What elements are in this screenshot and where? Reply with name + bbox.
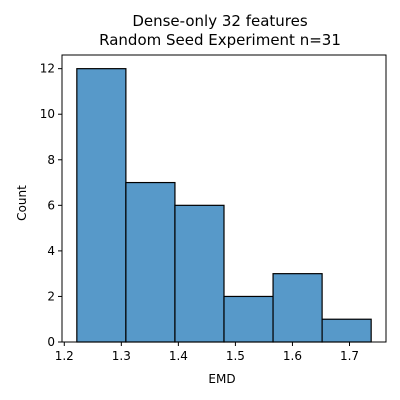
chart-subtitle: Random Seed Experiment n=31 — [99, 31, 341, 49]
x-tick-label: 1.2 — [55, 349, 74, 363]
histogram-bar-4 — [223, 295, 274, 343]
histogram-bar-6 — [321, 318, 372, 343]
histogram-bar-3 — [174, 204, 225, 343]
y-tick-label: 6 — [47, 198, 55, 212]
histogram-bar-1 — [76, 68, 127, 343]
plot-area — [61, 54, 387, 343]
x-tick-label: 1.4 — [169, 349, 188, 363]
x-tick-label: 1.7 — [340, 349, 359, 363]
bars — [76, 68, 372, 343]
x-axis-ticks: 1.2 1.3 1.4 1.5 1.6 1.7 — [55, 342, 359, 363]
y-tick-label: 10 — [40, 107, 55, 121]
histogram-bar-5 — [272, 273, 323, 343]
x-tick-label: 1.6 — [283, 349, 302, 363]
y-tick-label: 12 — [40, 62, 55, 76]
x-axis-label: EMD — [208, 372, 235, 386]
histogram-bar-2 — [125, 181, 176, 343]
axes-frame — [61, 54, 387, 343]
chart-title: Dense-only 32 features — [132, 12, 308, 30]
y-axis-label: Count — [15, 185, 29, 221]
y-tick-label: 2 — [47, 289, 55, 303]
y-tick-label: 0 — [47, 335, 55, 349]
y-tick-label: 8 — [47, 153, 55, 167]
y-tick-label: 4 — [47, 244, 55, 258]
y-axis-ticks: 0 2 4 6 8 10 12 — [40, 62, 62, 349]
x-tick-label: 1.5 — [226, 349, 245, 363]
x-tick-label: 1.3 — [112, 349, 131, 363]
